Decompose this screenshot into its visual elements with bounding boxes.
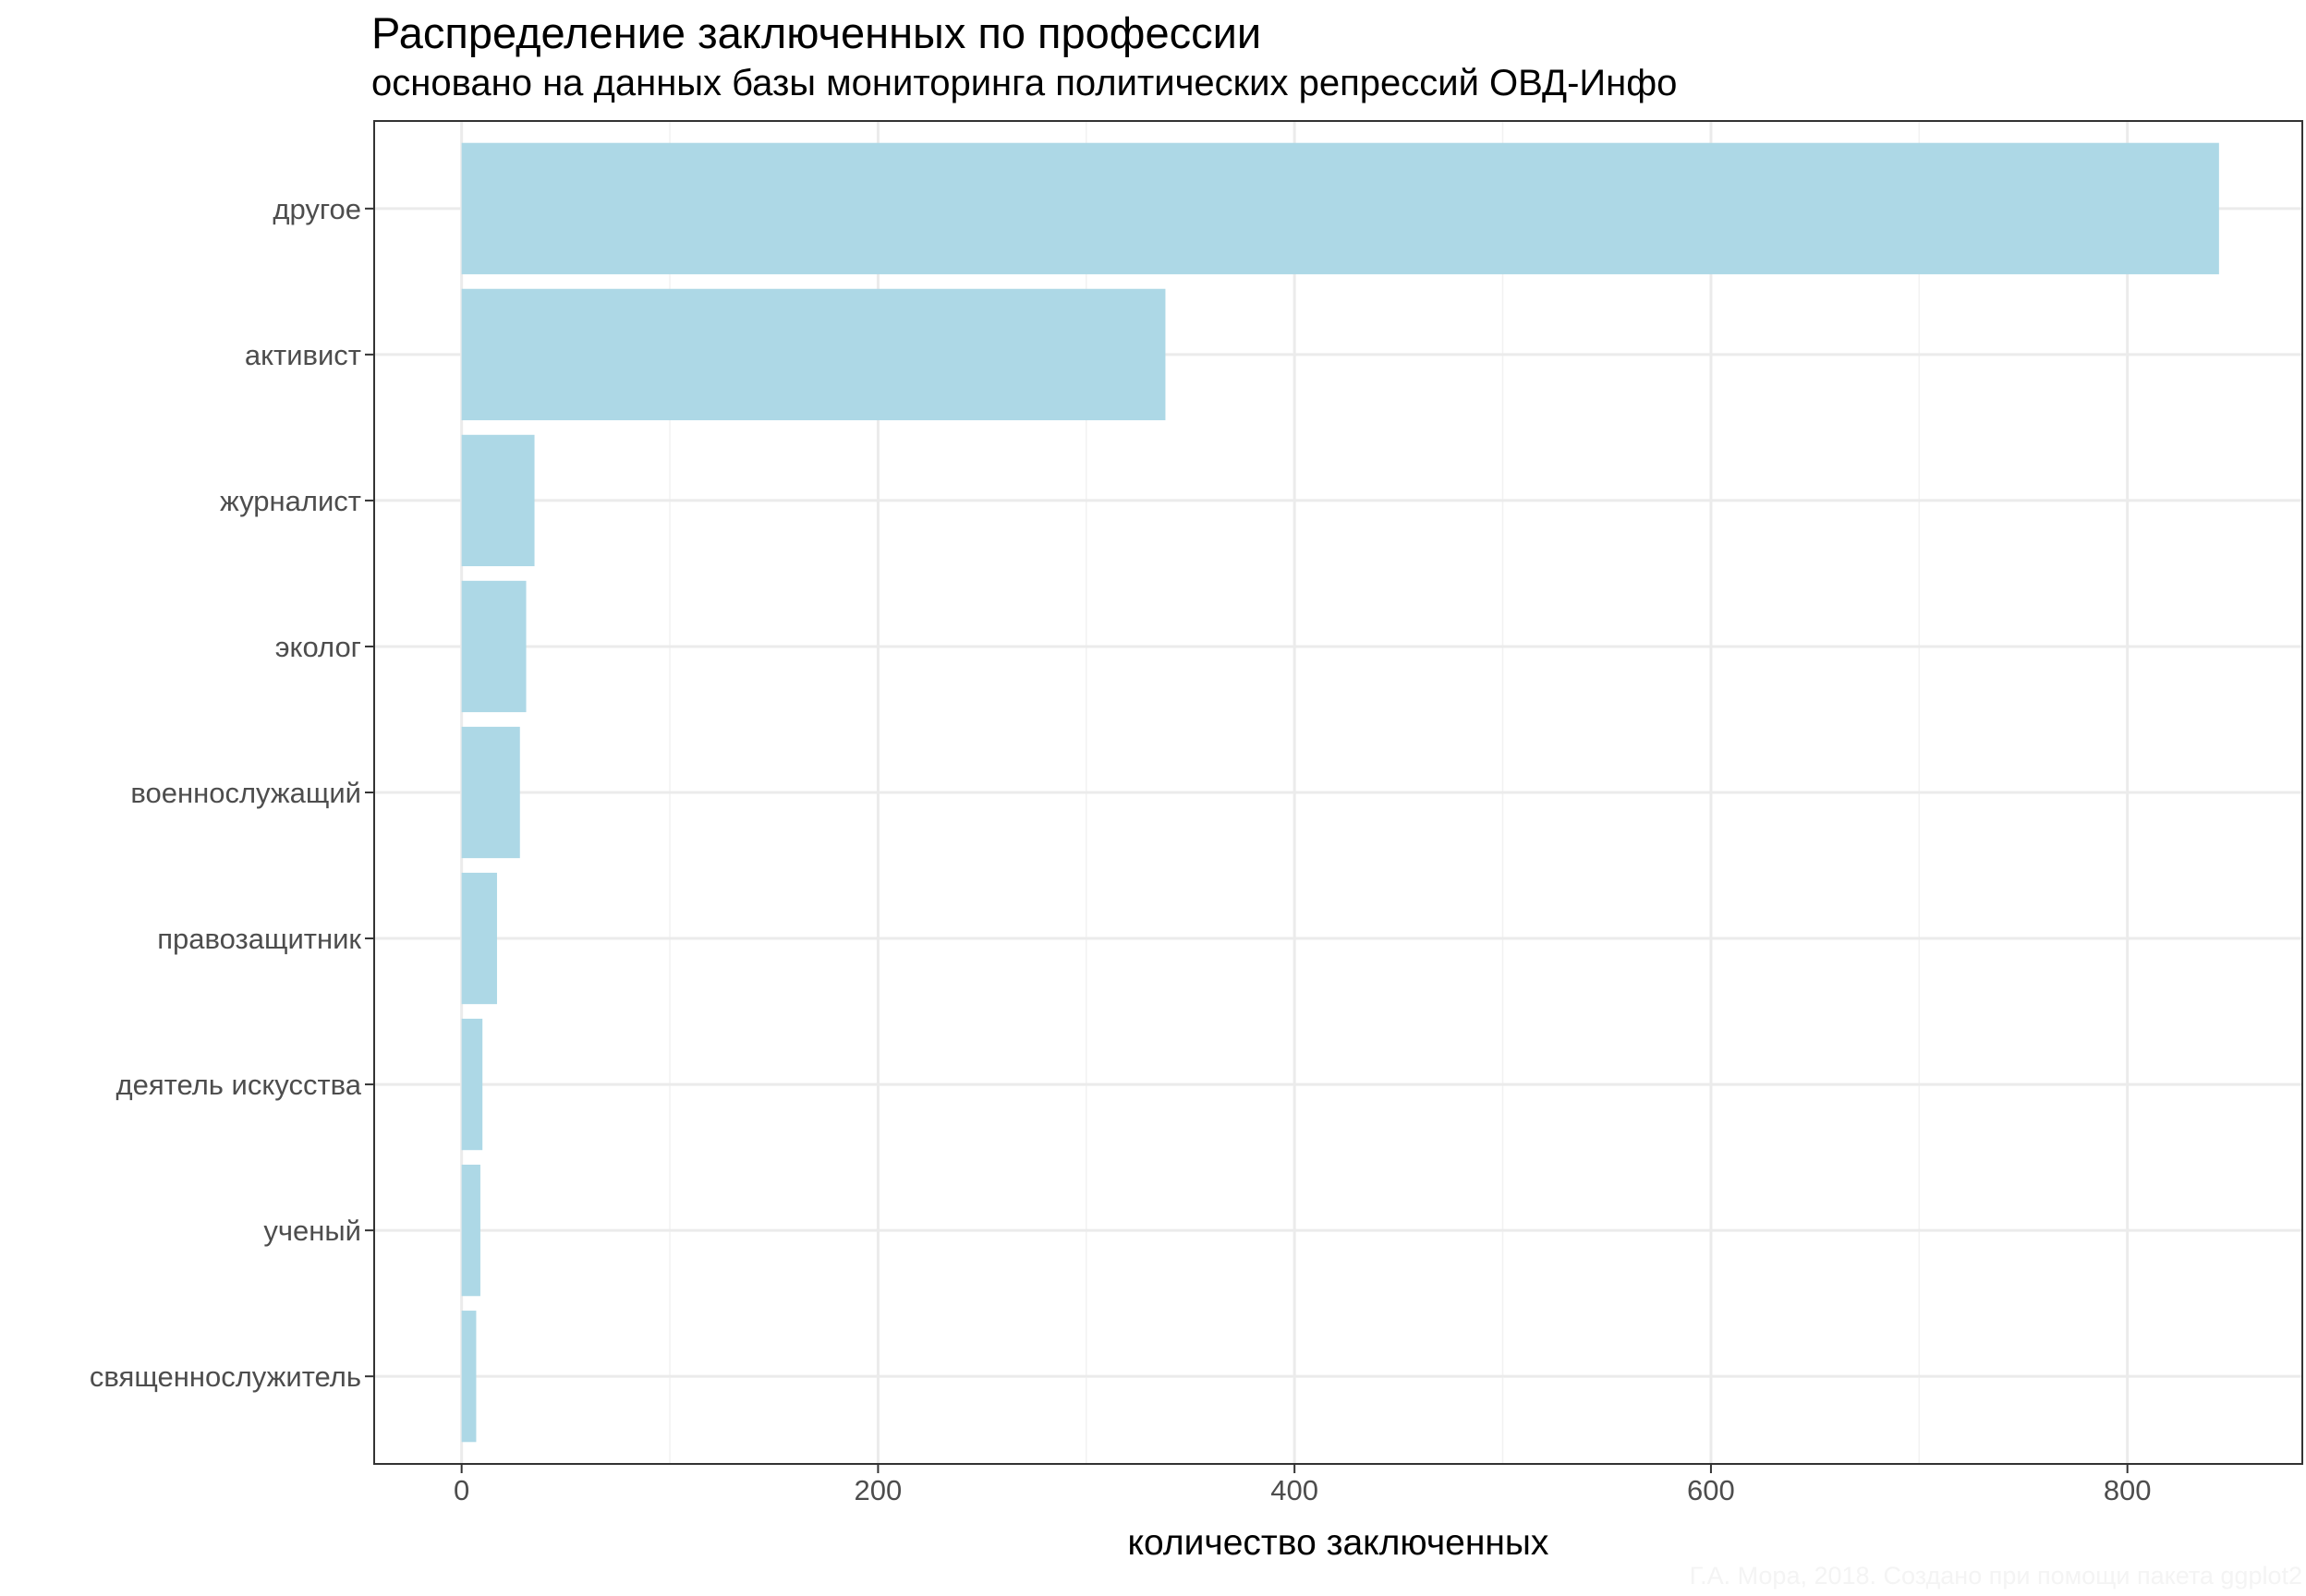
x-tick-label: 800 (2104, 1474, 2152, 1506)
bar (461, 288, 1166, 420)
category-label: журналист (220, 485, 361, 517)
chart-subtitle: основано на данных базы мониторинга поли… (371, 63, 1678, 103)
x-axis-title: количество заключенных (1128, 1523, 1549, 1563)
bar (461, 872, 497, 1005)
x-tick-label: 600 (1687, 1474, 1735, 1506)
x-tick-label: 0 (454, 1474, 469, 1506)
bar (461, 1311, 477, 1443)
category-label: священнослужитель (90, 1360, 361, 1393)
category-label: другое (273, 193, 361, 225)
x-tick-label: 200 (855, 1474, 903, 1506)
category-label: деятель искусства (116, 1069, 362, 1101)
chart-title: Распределение заключенных по профессии (371, 8, 1262, 57)
x-tick-label: 400 (1270, 1474, 1318, 1506)
category-label: эколог (275, 631, 361, 663)
y-axis: другое активист журналист эколог военнослужа… (90, 193, 374, 1393)
bar (461, 1018, 483, 1151)
bars (461, 142, 2219, 1443)
bar (461, 726, 520, 859)
bar (461, 1165, 480, 1297)
category-label: активист (245, 339, 361, 371)
category-label: ученый (263, 1215, 361, 1247)
bar (461, 142, 2219, 274)
caption: Г.А. Мора, 2018. Создано при помощи паке… (1690, 1562, 2302, 1590)
x-axis: 0 200 400 600 800 (454, 1464, 2152, 1506)
bar (461, 580, 527, 713)
category-label: военнослужащий (130, 777, 361, 809)
category-label: правозащитник (157, 923, 361, 955)
bar (461, 434, 535, 567)
